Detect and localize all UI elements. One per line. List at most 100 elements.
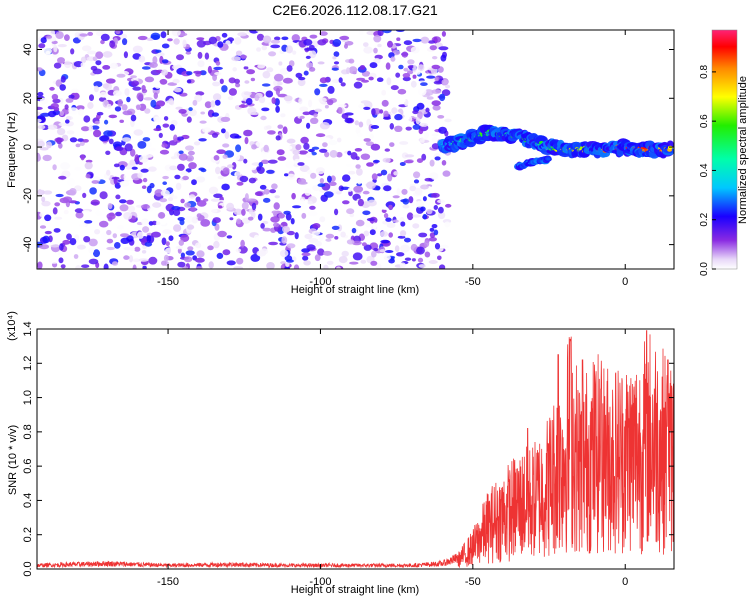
spectrogram-panel: -150 -100 -50 0 -40 -20 0 20 40 Height of strai… [6, 29, 675, 296]
noise-blob [195, 266, 203, 269]
noise-blob [359, 65, 366, 70]
noise-blob [298, 181, 308, 185]
noise-blob [429, 45, 437, 51]
noise-blob [179, 219, 185, 226]
noise-blob [79, 141, 85, 146]
snr-y-tick-label: 0.2 [22, 527, 34, 542]
noise-blob [416, 246, 425, 255]
spectrogram-y-tick-label: 0 [22, 144, 34, 150]
noise-blob [112, 233, 118, 239]
noise-blob [235, 82, 241, 88]
noise-blob [126, 96, 131, 103]
noise-blob [373, 159, 380, 163]
noise-blob [229, 217, 234, 221]
noise-blob [250, 253, 261, 262]
noise-blob [44, 214, 52, 222]
noise-blob [321, 137, 331, 142]
noise-blob [307, 200, 313, 205]
noise-blob [314, 254, 321, 262]
noise-blob [275, 87, 280, 96]
noise-blob [408, 196, 414, 204]
noise-blob [333, 61, 340, 65]
noise-blob [105, 150, 111, 155]
noise-blob [244, 80, 250, 84]
noise-blob [233, 266, 244, 269]
noise-blob [439, 264, 446, 269]
noise-blob [431, 64, 441, 70]
noise-blob [283, 210, 291, 215]
noise-blob [237, 32, 248, 37]
noise-blob [406, 212, 414, 221]
spectrogram-y-tick-label: -20 [22, 188, 34, 204]
noise-blob [413, 179, 420, 184]
noise-blob [110, 62, 118, 69]
noise-blob [283, 145, 293, 151]
noise-blob [392, 219, 399, 223]
noise-blob [52, 207, 58, 215]
noise-blob [186, 71, 193, 76]
noise-blob [185, 155, 194, 162]
noise-blob [240, 239, 245, 248]
noise-blob [100, 33, 110, 42]
noise-blob [299, 199, 305, 207]
noise-blob [57, 44, 67, 48]
noise-blob [403, 67, 409, 72]
noise-blob [394, 245, 400, 253]
noise-blob [234, 153, 240, 161]
noise-blob [255, 30, 266, 33]
noise-blob [348, 58, 355, 64]
noise-blob [306, 152, 313, 159]
noise-blob [175, 182, 182, 191]
noise-blob [168, 98, 175, 105]
noise-blob [173, 38, 180, 45]
noise-blob [298, 76, 306, 81]
noise-blob [355, 126, 361, 135]
noise-blob [397, 88, 407, 95]
noise-blob [270, 39, 281, 44]
noise-blob [115, 211, 122, 217]
noise-blob [260, 223, 265, 229]
noise-blob [212, 93, 222, 101]
noise-blob [396, 37, 401, 41]
noise-blob [397, 235, 406, 239]
noise-blob [292, 205, 302, 209]
noise-blob [212, 217, 221, 224]
noise-blob [441, 79, 449, 85]
noise-blob [392, 195, 400, 199]
spectrogram-frame [36, 29, 675, 270]
noise-blob [76, 105, 85, 111]
noise-blob [360, 153, 371, 160]
noise-blob [257, 64, 266, 69]
noise-blob [419, 137, 425, 144]
noise-blob [396, 252, 405, 257]
noise-blob [346, 125, 355, 129]
noise-blob [99, 91, 108, 98]
noise-blob [105, 78, 116, 84]
noise-blob [174, 174, 181, 180]
noise-blob [437, 115, 445, 119]
noise-blob [304, 233, 313, 240]
noise-blob [161, 59, 169, 64]
noise-blob [214, 72, 222, 76]
noise-blob [60, 162, 70, 170]
noise-blob [415, 200, 425, 208]
secondary-track-mark [546, 157, 551, 161]
noise-blob [173, 134, 178, 143]
noise-blob [161, 43, 170, 49]
noise-blob [266, 169, 275, 174]
noise-blob [273, 73, 284, 82]
noise-blob [412, 214, 422, 218]
noise-blob [204, 52, 210, 60]
noise-blob [175, 106, 183, 110]
noise-blob [153, 92, 158, 99]
noise-blob [243, 91, 252, 96]
noise-blob [103, 130, 113, 137]
noise-blob [363, 244, 372, 251]
noise-blob [323, 264, 329, 269]
noise-blob [297, 162, 305, 166]
noise-blob [75, 143, 81, 148]
noise-blob [334, 236, 339, 240]
noise-blob [144, 108, 151, 114]
noise-blob [132, 86, 142, 91]
noise-blob [234, 98, 239, 106]
